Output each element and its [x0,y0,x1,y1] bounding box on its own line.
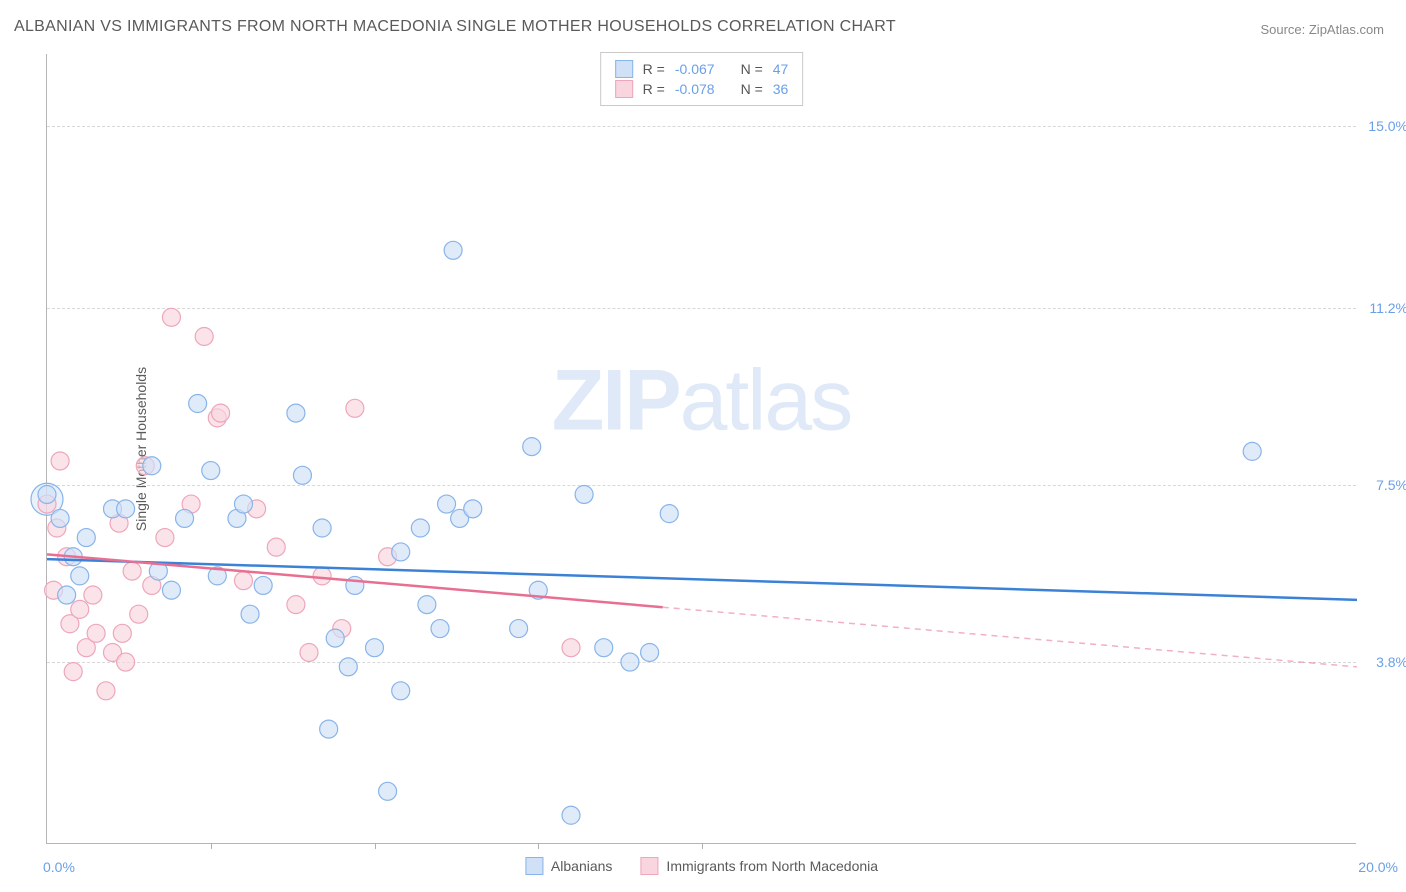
data-point-albanians [51,509,69,527]
legend-item-macedonia: Immigrants from North Macedonia [640,857,878,875]
data-point-albanians [189,395,207,413]
swatch-albanians-icon [525,857,543,875]
data-point-north_macedonia [97,682,115,700]
data-point-albanians [117,500,135,518]
data-point-north_macedonia [212,404,230,422]
data-point-north_macedonia [235,572,253,590]
data-point-albanians [641,643,659,661]
data-point-north_macedonia [64,663,82,681]
data-point-north_macedonia [117,653,135,671]
data-point-albanians [366,639,384,657]
data-point-albanians [339,658,357,676]
data-point-albanians [523,438,541,456]
data-point-albanians [562,806,580,824]
stat-n-albanians: 47 [773,61,789,77]
data-point-albanians [71,567,89,585]
source-label: Source: ZipAtlas.com [1260,22,1384,37]
data-point-albanians [176,509,194,527]
data-point-albanians [621,653,639,671]
data-point-north_macedonia [113,624,131,642]
stat-r-macedonia: -0.078 [675,81,715,97]
data-point-north_macedonia [313,567,331,585]
data-point-albanians [235,495,253,513]
data-point-albanians [38,485,56,503]
data-point-north_macedonia [195,327,213,345]
data-point-albanians [287,404,305,422]
data-point-albanians [58,586,76,604]
data-point-albanians [418,596,436,614]
data-point-north_macedonia [51,452,69,470]
data-point-north_macedonia [130,605,148,623]
data-point-albanians [254,576,272,594]
data-point-north_macedonia [267,538,285,556]
data-point-north_macedonia [84,586,102,604]
data-point-north_macedonia [346,399,364,417]
stat-n-label: N = [741,61,763,77]
legend-label-macedonia: Immigrants from North Macedonia [666,858,878,874]
stat-n-label: N = [741,81,763,97]
data-point-albanians [379,782,397,800]
data-point-north_macedonia [300,643,318,661]
data-point-albanians [438,495,456,513]
stat-n-macedonia: 36 [773,81,789,97]
data-point-albanians [293,466,311,484]
x-axis-max-label: 20.0% [1358,859,1398,875]
data-point-north_macedonia [287,596,305,614]
data-point-albanians [444,241,462,259]
chart-title: ALBANIAN VS IMMIGRANTS FROM NORTH MACEDO… [14,18,896,36]
x-tick [538,843,539,849]
y-tick-label: 11.2% [1369,300,1406,316]
data-point-albanians [392,682,410,700]
data-point-albanians [143,457,161,475]
legend-label-albanians: Albanians [551,858,613,874]
legend-series: Albanians Immigrants from North Macedoni… [525,857,878,875]
data-point-albanians [241,605,259,623]
stat-r-label: R = [643,81,665,97]
data-point-albanians [1243,442,1261,460]
swatch-macedonia [615,80,633,98]
legend-stats-row-albanians: R = -0.067 N = 47 [615,60,789,78]
data-point-north_macedonia [162,308,180,326]
data-point-albanians [595,639,613,657]
trend-line-north_macedonia [47,554,663,607]
data-point-albanians [510,620,528,638]
data-point-albanians [431,620,449,638]
data-point-albanians [575,485,593,503]
data-point-albanians [162,581,180,599]
data-point-albanians [411,519,429,537]
data-point-north_macedonia [71,600,89,618]
x-axis-min-label: 0.0% [43,859,75,875]
scatter-plot [47,54,1356,843]
x-tick [375,843,376,849]
data-point-albanians [320,720,338,738]
swatch-macedonia-icon [640,857,658,875]
data-point-north_macedonia [123,562,141,580]
legend-item-albanians: Albanians [525,857,613,875]
data-point-albanians [464,500,482,518]
x-tick [702,843,703,849]
data-point-north_macedonia [562,639,580,657]
legend-stats: R = -0.067 N = 47 R = -0.078 N = 36 [600,52,804,106]
data-point-albanians [202,462,220,480]
data-point-north_macedonia [156,529,174,547]
data-point-albanians [660,505,678,523]
y-tick-label: 3.8% [1376,654,1406,670]
legend-stats-row-macedonia: R = -0.078 N = 36 [615,80,789,98]
x-tick [211,843,212,849]
swatch-albanians [615,60,633,78]
data-point-north_macedonia [87,624,105,642]
stat-r-albanians: -0.067 [675,61,715,77]
data-point-albanians [77,529,95,547]
stat-r-label: R = [643,61,665,77]
data-point-albanians [326,629,344,647]
trend-line-extrapolated-north_macedonia [663,607,1357,667]
data-point-albanians [392,543,410,561]
data-point-albanians [313,519,331,537]
y-tick-label: 15.0% [1368,118,1406,134]
y-tick-label: 7.5% [1376,477,1406,493]
chart-area: Single Mother Households ZIPatlas 3.8%7.… [46,54,1356,844]
